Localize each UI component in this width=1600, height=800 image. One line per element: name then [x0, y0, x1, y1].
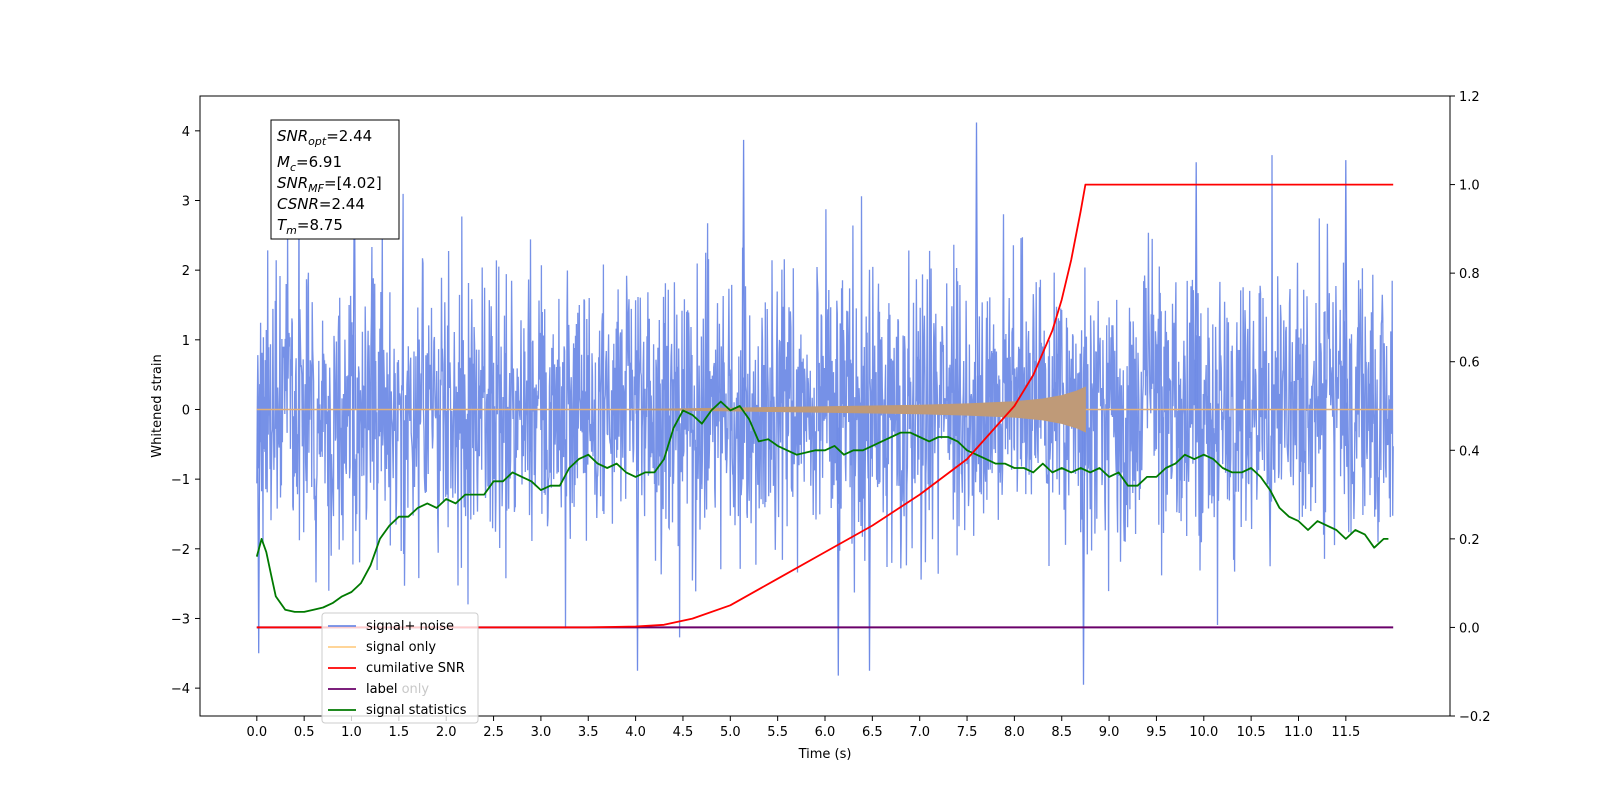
- x-tick-label: 5.0: [720, 725, 741, 740]
- series-signal-noise-spike: [1081, 409, 1086, 685]
- x-tick-label: 11.0: [1284, 725, 1313, 740]
- x-tick-label: 1.5: [389, 725, 410, 740]
- x-axis-label: Time (s): [798, 747, 852, 762]
- x-tick-label: 3.0: [531, 725, 552, 740]
- x-tick-label: 0.5: [294, 725, 315, 740]
- y-axis-right: −0.2 0.0 0.2 0.4 0.6 0.8 1.0 1.2: [1450, 90, 1491, 725]
- x-tick-label: 8.0: [1004, 725, 1025, 740]
- y-left-tick-label: −4: [171, 682, 190, 697]
- legend-entry-label: label only label: [328, 682, 429, 697]
- parameter-annotation: SNRopt=2.44 Mc=6.91 SNRMF=[4.02] CSNR=2.…: [270, 119, 400, 240]
- y-right-tick-label: 1.0: [1459, 179, 1480, 194]
- series-signal-noise-spike: [867, 409, 872, 671]
- legend-label-signal-only: signal only: [366, 640, 436, 655]
- annotation-box: [270, 119, 400, 240]
- y-right-tick-label: 0.4: [1459, 444, 1480, 459]
- x-tick-label: 6.5: [862, 725, 883, 740]
- y-right-tick-label: −0.2: [1459, 710, 1491, 725]
- series-signal-only: [635, 386, 1086, 433]
- y-left-tick-label: −2: [171, 543, 190, 558]
- x-tick-label: 0.0: [246, 725, 267, 740]
- x-tick-label: 9.0: [1099, 725, 1120, 740]
- annotation-mc: Mc=6.91: [277, 153, 342, 174]
- legend-entry-signal-statistics: signal statistics: [328, 703, 467, 718]
- y-left-tick-label: 0: [182, 403, 190, 418]
- y-left-tick-label: 3: [182, 194, 190, 209]
- y-left-tick-label: 4: [182, 125, 190, 140]
- x-tick-label: 1.0: [341, 725, 362, 740]
- x-tick-label: 10.5: [1237, 725, 1266, 740]
- series-cumulative-snr: [256, 183, 1394, 629]
- x-tick-label: 2.0: [436, 725, 457, 740]
- y-right-tick-label: 0.6: [1459, 356, 1480, 371]
- x-tick-label: 6.0: [815, 725, 836, 740]
- x-tick-label: 5.5: [767, 725, 788, 740]
- y-right-tick-label: 0.2: [1459, 533, 1480, 548]
- series-signal-noise: [256, 151, 1394, 638]
- series-signal-noise-spike: [635, 409, 640, 671]
- legend-label-label: label: [366, 682, 397, 697]
- x-tick-label: 7.0: [909, 725, 930, 740]
- y-right-tick-label: 0.0: [1459, 621, 1480, 636]
- y-left-tick-label: −1: [171, 473, 190, 488]
- x-axis: 0.0 0.5 1.0 1.5 2.0 2.5 3.0 3.5 4.0 4.5 5.0 5.5 6.0 6…: [246, 716, 1360, 740]
- x-tick-label: 8.5: [1051, 725, 1072, 740]
- series-signal-noise-spike: [256, 409, 261, 654]
- annotation-snr-opt: SNRopt=2.44: [277, 127, 372, 148]
- y-left-tick-label: 1: [182, 334, 190, 349]
- x-tick-label: 11.5: [1331, 725, 1360, 740]
- legend-entry-cumulative-snr: cumilative SNR: [328, 661, 465, 676]
- legend-label-label-only: label only: [366, 682, 429, 697]
- legend-entry-signal-only: signal only: [328, 640, 436, 655]
- y-left-tick-label: 2: [182, 264, 190, 279]
- legend-label-cumulative-snr: cumilative SNR: [366, 661, 465, 676]
- legend-entry-signal-noise: signal+ noise: [328, 619, 454, 634]
- y-left-tick-label: −3: [171, 612, 190, 627]
- series-signal-statistics: [255, 400, 1389, 613]
- series-signal-noise-spike: [741, 139, 746, 410]
- annotation-csnr: CSNR=2.44: [277, 195, 365, 213]
- series-signal-noise-spike: [1344, 160, 1348, 410]
- legend-label-signal-noise: signal+ noise: [366, 619, 454, 634]
- x-tick-label: 10.0: [1189, 725, 1218, 740]
- x-tick-label: 3.5: [578, 725, 599, 740]
- x-tick-label: 2.5: [483, 725, 504, 740]
- annotation-snr-mf: SNRMF=[4.02]: [277, 174, 382, 195]
- y-axis-left: −4 −3 −2 −1 0 1 2 3 4: [171, 125, 200, 697]
- series-signal-noise-spike: [836, 409, 841, 676]
- x-tick-label: 4.0: [625, 725, 646, 740]
- y-right-tick-label: 1.2: [1459, 90, 1480, 105]
- annotation-tm: Tm=8.75: [277, 216, 343, 237]
- y-axis-left-label: Whitened strain: [150, 354, 165, 457]
- legend-box: [321, 612, 479, 724]
- legend-label-signal-statistics: signal statistics: [366, 703, 467, 718]
- series-signal-noise-spike: [974, 122, 979, 410]
- y-right-tick-label: 0.8: [1459, 267, 1480, 282]
- x-tick-label: 4.5: [673, 725, 694, 740]
- x-tick-label: 7.5: [957, 725, 978, 740]
- series-signal-noise-spike: [1194, 162, 1198, 410]
- x-tick-label: 9.5: [1146, 725, 1167, 740]
- legend: signal+ noise signal only cumilative SNR…: [321, 612, 479, 724]
